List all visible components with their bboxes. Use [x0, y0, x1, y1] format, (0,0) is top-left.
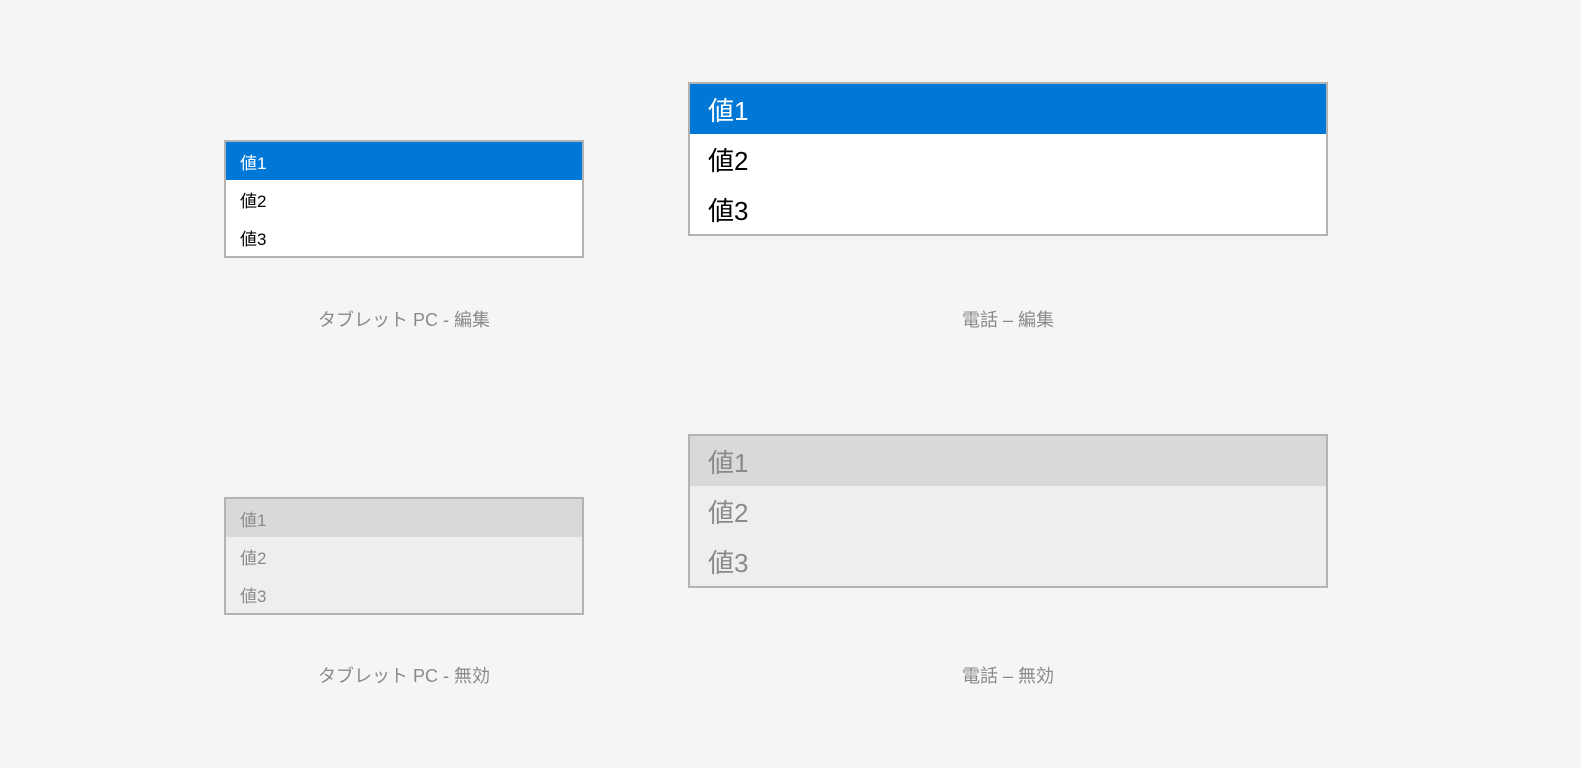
list-item: 値3	[690, 536, 1326, 586]
list-item-label: 値3	[240, 582, 266, 607]
list-item: 値2	[690, 486, 1326, 536]
list-item[interactable]: 値3	[690, 184, 1326, 234]
list-item-label: 値2	[708, 493, 748, 530]
list-item-label: 値2	[240, 544, 266, 569]
listbox-tablet-edit[interactable]: 値1 値2 値3	[224, 140, 584, 258]
caption-tablet-disabled: タブレット PC - 無効	[224, 662, 584, 688]
list-item-label: 値1	[708, 91, 748, 128]
list-item-label: 値2	[708, 141, 748, 178]
list-item: 値2	[226, 537, 582, 575]
list-item-label: 値1	[240, 149, 266, 174]
list-item-label: 値3	[708, 543, 748, 580]
caption-phone-edit: 電話 – 編集	[688, 306, 1328, 332]
list-item[interactable]: 値1	[690, 84, 1326, 134]
caption-tablet-edit: タブレット PC - 編集	[224, 306, 584, 332]
listbox-tablet-disabled: 値1 値2 値3	[224, 497, 584, 615]
list-item-label: 値1	[708, 443, 748, 480]
list-item-label: 値3	[240, 225, 266, 250]
list-item[interactable]: 値3	[226, 218, 582, 256]
list-item: 値3	[226, 575, 582, 613]
list-item: 値1	[226, 499, 582, 537]
list-item: 値1	[690, 436, 1326, 486]
list-item-label: 値3	[708, 191, 748, 228]
list-item-label: 値1	[240, 506, 266, 531]
caption-phone-disabled: 電話 – 無効	[688, 662, 1328, 688]
list-item[interactable]: 値2	[226, 180, 582, 218]
list-item[interactable]: 値1	[226, 142, 582, 180]
list-item-label: 値2	[240, 187, 266, 212]
listbox-phone-edit[interactable]: 値1 値2 値3	[688, 82, 1328, 236]
listbox-phone-disabled: 値1 値2 値3	[688, 434, 1328, 588]
list-item[interactable]: 値2	[690, 134, 1326, 184]
